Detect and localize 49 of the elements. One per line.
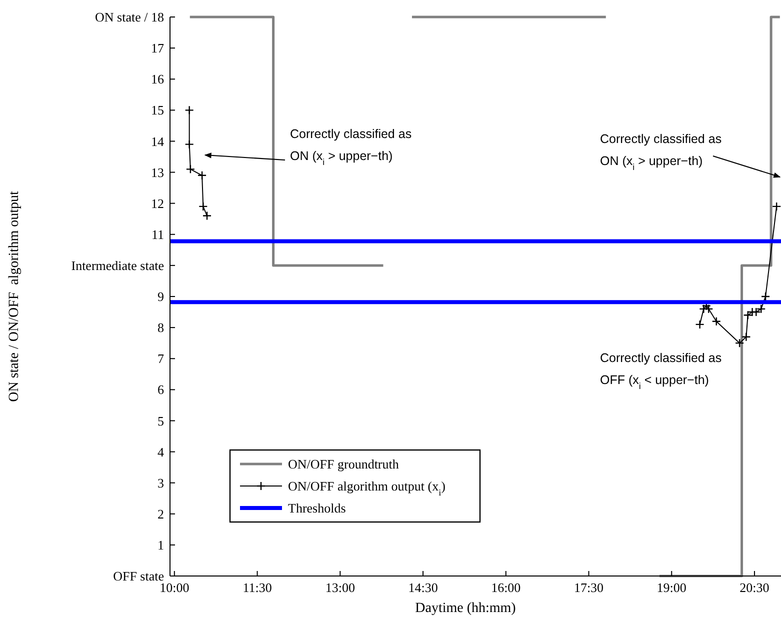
- y-tick-label: 7: [158, 351, 164, 366]
- y-tick-label: 11: [151, 226, 164, 242]
- point: [772, 202, 781, 212]
- x-tick-label: 13:00: [325, 580, 355, 595]
- point: [712, 316, 721, 326]
- x-tick-label: 14:30: [408, 580, 438, 595]
- annotation: Correctly classified as ON (x$_{i}$ > upper−th): [600, 132, 722, 172]
- y-tick-label: 14: [151, 134, 164, 149]
- point: [184, 106, 194, 115]
- y-tick-label: 4: [158, 444, 164, 460]
- x-tick-label: 20:30: [740, 580, 770, 595]
- point: [760, 292, 770, 302]
- y-tick-label: 13: [151, 164, 164, 180]
- y-tick-label: 16: [151, 72, 164, 87]
- point: [742, 332, 751, 342]
- y-tick-label: 8: [158, 320, 164, 336]
- y-tick-label: 15: [151, 102, 164, 118]
- legend-label: Thresholds: [288, 500, 346, 516]
- x-tick-label: 17:30: [574, 580, 604, 595]
- y-tick-label: 1: [158, 537, 164, 552]
- point: [752, 307, 761, 317]
- point: [186, 164, 196, 174]
- y-tick-label: ON state / 18: [95, 10, 164, 25]
- y-tick-label: 12: [151, 196, 164, 211]
- point: [202, 211, 212, 220]
- point: [734, 338, 744, 348]
- point: [756, 304, 766, 314]
- point: [198, 202, 208, 212]
- legend-label: ON/OFF groundtruth: [288, 456, 400, 472]
- point: [197, 170, 207, 180]
- y-tick-label: 3: [158, 475, 164, 490]
- x-tick-label: 19:00: [656, 580, 686, 595]
- point: [704, 304, 714, 314]
- annotation: Correctly classified as ON (x$_{i}$ > upper−th): [290, 127, 412, 167]
- y-tick-label: 9: [158, 289, 164, 304]
- annotation: Correctly classified as OFF (x$_{i}$ < upper−th): [600, 351, 722, 391]
- y-tick-label: 17: [151, 40, 164, 56]
- x-axis-title: Daytime (hh:mm): [415, 601, 516, 616]
- point: [184, 140, 194, 149]
- point: [695, 320, 704, 330]
- y-tick-label: 6: [158, 382, 164, 398]
- point: [743, 310, 752, 320]
- y-tick-label: 2: [158, 506, 164, 522]
- legend-label: ON/OFF algorithm output (x$_{i}$): [288, 478, 446, 498]
- x-tick-label: 11:30: [242, 580, 272, 595]
- y-tick-label: 5: [158, 413, 164, 428]
- y-tick-label: Intermediate state: [71, 258, 164, 273]
- x-tick-label: 16:00: [491, 580, 521, 595]
- y-axis-title: ON state / ON/OFF algorithm output: [7, 191, 22, 402]
